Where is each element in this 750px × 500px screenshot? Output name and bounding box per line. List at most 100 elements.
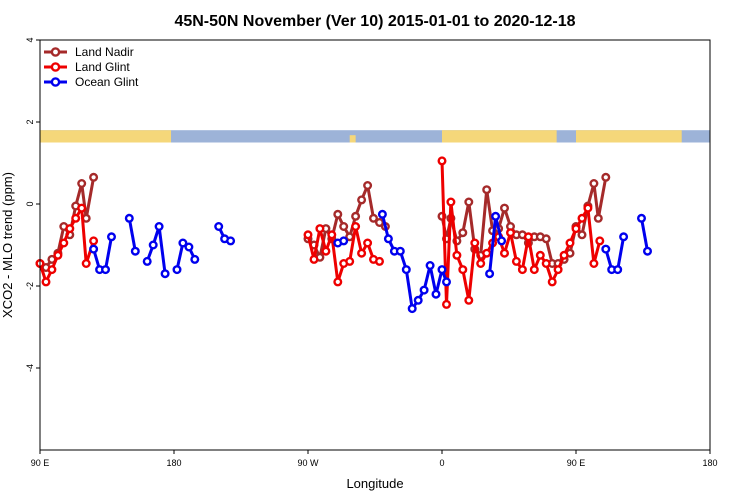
series-1-line-0 [38,206,96,284]
data-point [47,265,57,275]
data-point [619,232,629,242]
data-point [377,209,387,219]
data-point [41,277,51,287]
data-point [351,221,361,231]
legend-swatch-marker-0 [50,47,61,57]
data-point [154,221,164,231]
data-point [142,256,152,266]
data-point [577,230,587,240]
data-point [442,277,452,287]
data-point [375,217,385,227]
data-point [458,228,468,238]
series-0 [35,172,611,273]
data-point [81,259,91,269]
data-point [500,203,510,213]
data-point [124,213,134,223]
y-tick-label-0: 4 [25,37,35,42]
data-point [178,238,188,248]
data-point [637,213,647,223]
data-point [333,277,343,287]
data-point [535,250,545,260]
data-point [407,304,417,314]
legend-label-1: Land Glint [75,60,130,74]
data-point [369,213,379,223]
data-point [357,195,367,205]
data-point [437,265,447,275]
data-point [363,238,373,248]
data-point [89,236,99,246]
data-point [303,230,313,240]
x-axis-label: Longitude [346,476,403,491]
data-point [464,197,474,207]
data-point [559,250,569,260]
data-point [214,221,224,231]
y-axis-label: XCO2 - MLO trend (ppm) [0,172,15,318]
data-point [148,240,158,250]
x-tick-label-4: 90 E [567,458,586,468]
data-point [106,232,116,242]
series-0-line-1 [306,184,387,259]
data-point [431,289,441,299]
data-point [363,180,373,190]
y-tick-label-2: 0 [25,201,35,206]
series-1-line-2 [440,160,602,306]
x-tick-label-1: 180 [166,458,181,468]
map-land-0 [40,130,172,143]
data-point [541,259,551,269]
data-point [497,236,507,246]
data-point [53,250,63,260]
chart-title: 45N-50N November (Ver 10) 2015-01-01 to … [174,13,575,30]
plot-frame [39,39,711,451]
x-tick-label-2: 90 W [297,458,319,468]
data-point [464,295,474,305]
data-point [593,213,603,223]
data-point [357,248,367,258]
data-point [541,234,551,244]
data-point [333,209,343,219]
data-point [511,256,521,266]
data-point [226,236,236,246]
x-tick-label-0: 90 E [31,458,50,468]
data-point [321,246,331,256]
map-strip [40,130,710,143]
data-point [89,244,99,254]
data-point [383,234,393,244]
legend-label-2: Ocean Glint [75,75,139,89]
y-axis: 4 2 0 -2 -4 [25,37,40,372]
data-point [315,224,325,234]
y-tick-label-3: -2 [25,282,35,290]
data-point [482,185,492,195]
data-point [130,246,140,256]
data-point [517,265,527,275]
data-point [160,269,170,279]
series-layer [35,156,653,314]
data-point [59,238,69,248]
data-point [643,246,653,256]
data-point [485,269,495,279]
data-point [339,221,349,231]
map-land-1 [349,135,356,143]
data-point [375,256,385,266]
series-2 [89,209,653,314]
data-point [190,254,200,264]
x-tick-label-3: 0 [439,458,444,468]
x-axis: 90 E 180 90 W 0 90 E 180 [31,450,718,468]
data-point [458,265,468,275]
data-point [413,295,423,305]
data-point [425,261,435,271]
data-point [184,242,194,252]
data-point [491,211,501,221]
data-point [339,236,349,246]
data-point [595,236,605,246]
legend-swatch-marker-2 [50,77,61,87]
data-point [77,178,87,188]
data-point [500,248,510,258]
data-point [589,178,599,188]
data-point [565,238,575,248]
data-point [506,228,516,238]
y-tick-label-4: -4 [25,364,35,372]
data-point [452,250,462,260]
data-point [571,224,581,234]
data-point [100,265,110,275]
